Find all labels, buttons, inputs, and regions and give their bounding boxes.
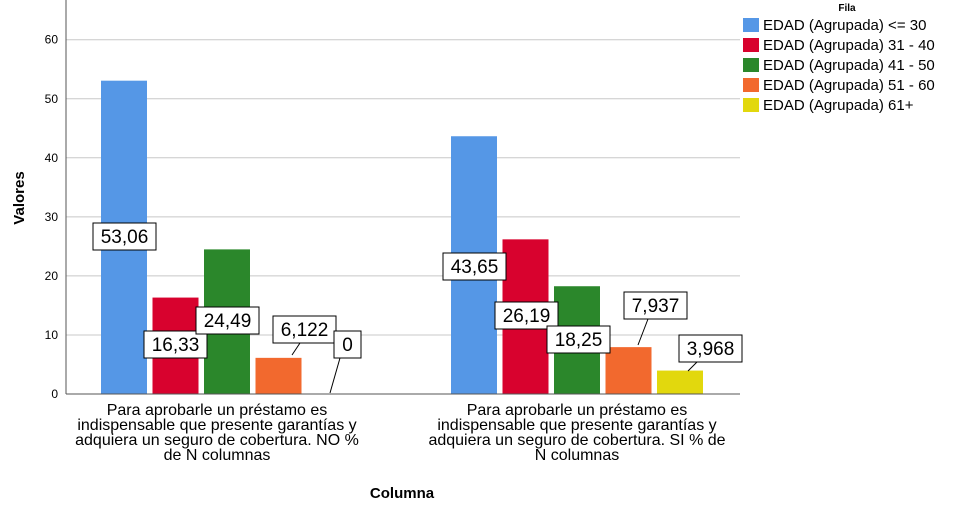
category-labels: Para aprobarle un préstamo es indispensab… xyxy=(75,402,726,464)
data-label-box xyxy=(195,306,260,335)
data-label: 6,122 xyxy=(281,320,329,341)
x-category-label-line: Para aprobarle un préstamo es xyxy=(107,402,328,419)
x-axis-title: Columna xyxy=(370,485,435,502)
data-label-box xyxy=(442,252,507,281)
x-category-label-line: N columnas xyxy=(535,447,619,464)
data-label-box xyxy=(272,315,337,344)
data-label-leader xyxy=(291,342,301,356)
data-label: 26,19 xyxy=(503,306,551,327)
data-label-box xyxy=(92,222,157,251)
y-tick-label: 30 xyxy=(45,210,59,224)
data-label: 53,06 xyxy=(101,227,149,248)
data-label-box xyxy=(623,291,688,320)
legend-title: Fila xyxy=(838,3,856,14)
y-tick-label: 20 xyxy=(45,269,59,283)
x-category-label: Para aprobarle un préstamo es indispensab… xyxy=(428,402,725,464)
legend-swatch xyxy=(743,18,759,32)
x-category-label-line: Para aprobarle un préstamo es xyxy=(467,402,688,419)
data-label: 3,968 xyxy=(687,339,735,360)
x-category-label: Para aprobarle un préstamo es indispensab… xyxy=(75,402,359,464)
legend: Fila EDAD (Agrupada) <= 30 EDAD (Agrupada)… xyxy=(743,3,935,114)
y-tick-labels: 0 10 20 30 40 50 60 xyxy=(45,33,59,401)
legend-label: EDAD (Agrupada) 61+ xyxy=(763,97,914,114)
data-label: 16,33 xyxy=(152,335,200,356)
legend-label: EDAD (Agrupada) 51 - 60 xyxy=(763,77,935,94)
data-label-box xyxy=(333,330,362,359)
y-tick-label: 0 xyxy=(51,387,58,401)
data-label: 18,25 xyxy=(555,330,603,351)
gridlines xyxy=(66,39,740,336)
x-category-label-line: de N columnas xyxy=(164,447,271,464)
data-label-box xyxy=(678,334,743,363)
data-labels: 53,06 43,65 16,33 26,19 24,49 18,25 6,122 7,937… xyxy=(92,222,743,394)
x-category-label-line: adquiera un seguro de cobertura. SI % de xyxy=(428,432,725,449)
x-category-label-line: indispensable que presente garantías y xyxy=(437,417,716,434)
data-label-leader xyxy=(637,318,649,346)
legend-swatch xyxy=(743,98,759,112)
data-label: 0 xyxy=(342,335,353,356)
bar xyxy=(605,347,652,394)
bar xyxy=(657,370,703,394)
legend-swatch xyxy=(743,58,759,72)
data-label: 43,65 xyxy=(451,257,499,278)
data-label-box xyxy=(494,301,559,330)
x-category-label-line: indispensable que presente garantías y xyxy=(77,417,356,434)
data-label-box xyxy=(546,325,611,354)
legend-label: EDAD (Agrupada) 31 - 40 xyxy=(763,37,935,54)
legend-label: EDAD (Agrupada) <= 30 xyxy=(763,17,926,34)
y-tick-label: 60 xyxy=(45,33,59,47)
data-label: 24,49 xyxy=(204,311,252,332)
data-label-box xyxy=(143,330,208,359)
data-label: 7,937 xyxy=(632,296,680,317)
x-category-label-line: adquiera un seguro de cobertura. NO % xyxy=(75,432,359,449)
y-tick-label: 40 xyxy=(45,151,59,165)
legend-swatch xyxy=(743,78,759,92)
y-tick-label: 50 xyxy=(45,92,59,106)
legend-label: EDAD (Agrupada) 41 - 50 xyxy=(763,57,935,74)
legend-swatch xyxy=(743,38,759,52)
bar xyxy=(255,357,302,394)
data-label-leader xyxy=(329,357,341,394)
y-axis-title: Valores xyxy=(11,171,28,224)
data-label-leader xyxy=(687,361,698,372)
y-tick-label: 10 xyxy=(45,328,59,342)
axes xyxy=(65,0,740,395)
